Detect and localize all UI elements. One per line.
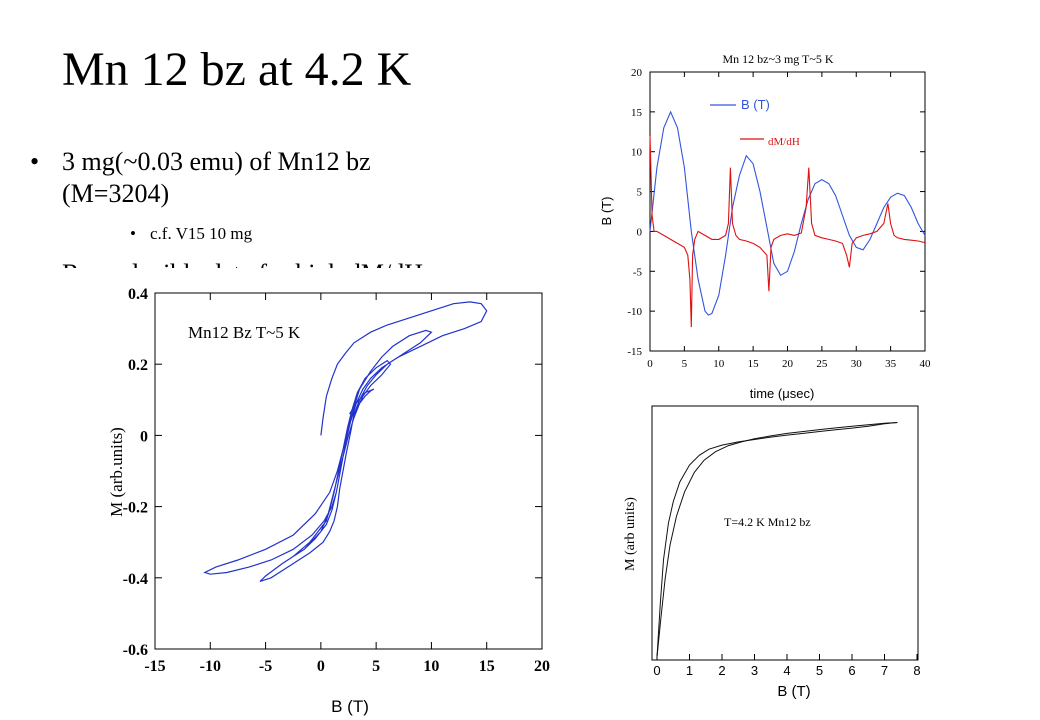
y-axis-label: M (arb.units) bbox=[107, 427, 126, 517]
sub-bullet-comparison: • c.f. V15 10 mg bbox=[130, 223, 253, 245]
y-tick-label: -10 bbox=[627, 306, 642, 318]
x-tick-label: 2 bbox=[718, 663, 725, 678]
x-tick-label: 3 bbox=[751, 663, 758, 678]
y-tick-label: 15 bbox=[631, 107, 643, 119]
y-tick-label: 20 bbox=[631, 67, 643, 79]
x-tick-label: 10 bbox=[423, 658, 439, 675]
x-tick-label: 10 bbox=[713, 358, 725, 370]
plot-frame bbox=[651, 405, 919, 661]
x-tick-label: 30 bbox=[851, 358, 863, 370]
x-tick-label: 0 bbox=[647, 358, 653, 370]
overlap-mask bbox=[0, 268, 560, 288]
y-tick-label: 0.4 bbox=[128, 286, 148, 303]
y-tick-label: -0.6 bbox=[123, 642, 148, 659]
field-pulse-chart: Mn 12 bz~3 mg T~5 K 0 5 10 15 20 25 30 35 40 20 15… bbox=[590, 46, 970, 406]
chart-background bbox=[590, 46, 970, 406]
slide-title: Mn 12 bz at 4.2 K bbox=[62, 43, 412, 96]
hysteresis-loop-chart: -15 -10 -5 0 5 10 15 20 0.4 0.2 0 -0.2 -0.4 -0.6 Mn12… bbox=[107, 286, 550, 716]
x-tick-label: 5 bbox=[816, 663, 823, 678]
sub-bullet-dot: • bbox=[130, 224, 136, 243]
y-tick-label: 0 bbox=[637, 226, 643, 238]
x-tick-label: -10 bbox=[200, 658, 221, 675]
bullet-dot: • bbox=[30, 147, 40, 176]
x-tick-label: 15 bbox=[748, 358, 760, 370]
y-tick-label: -5 bbox=[633, 266, 643, 278]
sub-bullet-text: c.f. V15 10 mg bbox=[150, 224, 253, 243]
x-tick-label: 40 bbox=[920, 358, 932, 370]
y-tick-label: 10 bbox=[631, 147, 643, 159]
y-axis-label: B (T) bbox=[599, 197, 614, 226]
x-tick-label: 0 bbox=[317, 658, 325, 675]
magnetization-curve-down bbox=[656, 422, 898, 658]
x-tick-label: 7 bbox=[881, 663, 888, 678]
y-tick-label: -0.2 bbox=[123, 500, 148, 517]
bullet-text-continued: (M=3204) bbox=[62, 179, 170, 208]
magnetization-curve-chart: 0 1 2 3 4 5 6 7 8 T=4.2 K Mn12 bz B (T) M (arb u… bbox=[623, 405, 921, 700]
x-axis-label: time (μsec) bbox=[750, 386, 815, 401]
x-tick-label: -15 bbox=[144, 658, 165, 675]
series-line-b bbox=[649, 110, 926, 316]
x-tick-label: 35 bbox=[885, 358, 897, 370]
chart-annotation: T=4.2 K Mn12 bz bbox=[724, 515, 811, 529]
x-tick-label: -5 bbox=[259, 658, 272, 675]
magnetization-curve-up bbox=[656, 422, 898, 658]
x-tick-label: 20 bbox=[534, 658, 550, 675]
x-tick-label: 0 bbox=[653, 663, 660, 678]
chart-title: Mn12 Bz T~5 K bbox=[188, 323, 301, 342]
y-tick-label: -15 bbox=[627, 346, 642, 358]
x-tick-label: 8 bbox=[913, 663, 920, 678]
y-axis-label: M (arb units) bbox=[623, 497, 638, 571]
series-line-dmdh bbox=[649, 135, 926, 328]
x-tick-label: 25 bbox=[816, 358, 828, 370]
x-axis-label: B (T) bbox=[777, 683, 810, 700]
bullet-text: 3 mg(~0.03 emu) of Mn12 bz bbox=[62, 147, 371, 176]
chart-title: Mn 12 bz~3 mg T~5 K bbox=[722, 52, 833, 66]
x-tick-label: 15 bbox=[479, 658, 495, 675]
y-tick-label: 0 bbox=[140, 428, 148, 445]
x-tick-label: 5 bbox=[682, 358, 688, 370]
y-tick-label: 0.2 bbox=[128, 357, 148, 374]
x-tick-label: 5 bbox=[372, 658, 380, 675]
y-tick-label: -0.4 bbox=[123, 571, 148, 588]
legend-label-b: B (T) bbox=[741, 97, 770, 112]
x-axis-label: B (T) bbox=[331, 697, 369, 716]
plot-frame bbox=[154, 292, 543, 650]
hysteresis-curve bbox=[203, 301, 488, 582]
bullet-sample-mass: • 3 mg(~0.03 emu) of Mn12 bz (M=3204) bbox=[30, 146, 371, 210]
x-tick-label: 20 bbox=[782, 358, 794, 370]
x-tick-label: 4 bbox=[783, 663, 790, 678]
legend-label-dmdh: dM/dH bbox=[768, 136, 800, 148]
x-tick-label: 6 bbox=[848, 663, 855, 678]
x-tick-label: 1 bbox=[686, 663, 693, 678]
y-tick-label: 5 bbox=[637, 187, 643, 199]
